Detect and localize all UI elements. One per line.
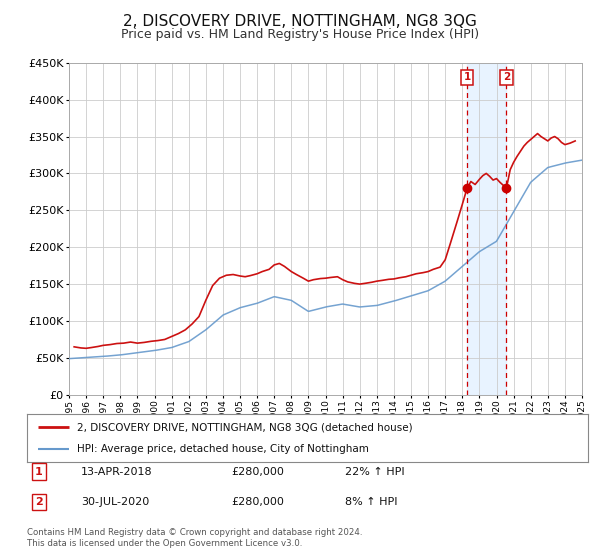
Text: £280,000: £280,000	[231, 466, 284, 477]
Text: 13-APR-2018: 13-APR-2018	[81, 466, 152, 477]
Text: 30-JUL-2020: 30-JUL-2020	[81, 497, 149, 507]
Text: 2: 2	[35, 497, 43, 507]
Text: Price paid vs. HM Land Registry's House Price Index (HPI): Price paid vs. HM Land Registry's House …	[121, 28, 479, 41]
Bar	[467, 63, 506, 395]
Text: 2, DISCOVERY DRIVE, NOTTINGHAM, NG8 3QG: 2, DISCOVERY DRIVE, NOTTINGHAM, NG8 3QG	[123, 14, 477, 29]
Text: HPI: Average price, detached house, City of Nottingham: HPI: Average price, detached house, City…	[77, 444, 370, 454]
Text: 2: 2	[503, 72, 510, 82]
Text: Contains HM Land Registry data © Crown copyright and database right 2024.
This d: Contains HM Land Registry data © Crown c…	[27, 528, 362, 548]
Text: 8% ↑ HPI: 8% ↑ HPI	[345, 497, 398, 507]
Text: 1: 1	[35, 466, 43, 477]
Text: £280,000: £280,000	[231, 497, 284, 507]
Text: 22% ↑ HPI: 22% ↑ HPI	[345, 466, 404, 477]
Text: 2, DISCOVERY DRIVE, NOTTINGHAM, NG8 3QG (detached house): 2, DISCOVERY DRIVE, NOTTINGHAM, NG8 3QG …	[77, 422, 413, 432]
Text: 1: 1	[463, 72, 471, 82]
